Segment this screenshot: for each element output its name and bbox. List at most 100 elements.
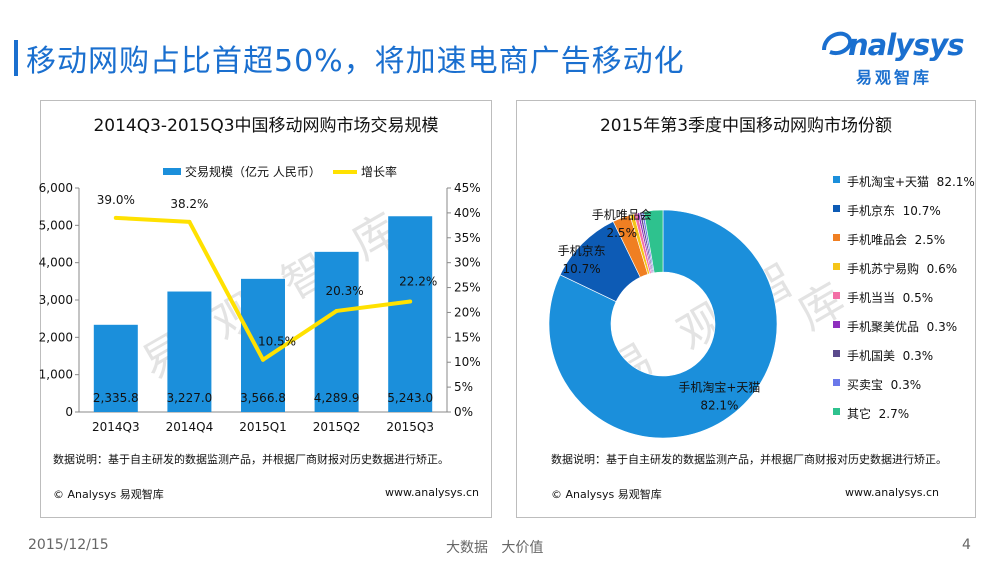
growth-rate-label: 38.2% [170, 197, 208, 211]
legend-label: 手机当当 0.5% [847, 291, 934, 305]
y-tick-label-right: 15% [454, 330, 481, 344]
logo-subtitle: 易观智库 [856, 68, 933, 87]
bar-2015Q1 [241, 278, 285, 412]
legend-item: 买卖宝 0.3% [833, 376, 973, 405]
bar-chart-title: 2014Q3-2015Q3中国移动网购市场交易规模 [93, 116, 439, 136]
bar-2015Q3 [388, 216, 433, 412]
donut-chart-panel: 2015年第3季度中国移动网购市场份额 易 观 智 库 手机淘宝+天猫82.1%… [516, 100, 976, 518]
donut-chart: 手机淘宝+天猫 82.1% 手机京东 10.7% 手机唯品会 2.5% [548, 208, 778, 439]
copyright: © Analysys 易观智库 [551, 488, 662, 501]
bar-value-label: 5,243.0 [387, 391, 433, 405]
legend-swatch [833, 176, 840, 183]
legend-swatch [833, 379, 840, 386]
legend-item: 手机苏宁易购 0.6% [833, 260, 973, 289]
slice-value-label: 10.7% [563, 262, 601, 276]
website-link[interactable]: www.analysys.cn [385, 486, 479, 499]
bar-2014Q3 [93, 324, 138, 412]
bar-value-label: 3,227.0 [166, 391, 212, 405]
page-title: 移动网购占比首超50%，将加速电商广告移动化 [26, 44, 685, 79]
data-note: 数据说明：基于自主研发的数据监测产品，并根据厂商财报对历史数据进行矫正。 [53, 453, 449, 466]
growth-rate-label: 22.2% [399, 274, 437, 288]
y-tick-label-right: 40% [454, 206, 481, 220]
legend-label: 买卖宝 0.3% [847, 378, 922, 392]
legend-bar-swatch [163, 168, 181, 175]
slice-value-label: 82.1% [700, 399, 738, 413]
title-accent-bar [14, 40, 18, 76]
legend-item: 手机京东 10.7% [833, 202, 973, 231]
growth-rate-label: 10.5% [258, 335, 296, 349]
legend-swatch [833, 408, 840, 415]
bar-line-chart: 交易规模（亿元 人民币） 增长率 0 1,000 2,000 3,000 4,000 5,00… [39, 164, 481, 434]
y-tick-label-left: 3,000 [39, 293, 73, 307]
legend-item: 手机国美 0.3% [833, 347, 973, 376]
y-tick-label-left: 6,000 [39, 181, 73, 195]
legend-bar-label: 交易规模（亿元 人民币） [185, 164, 321, 179]
bar-value-label: 2,335.8 [93, 391, 139, 405]
bar-value-label: 4,289.9 [314, 391, 360, 405]
slice-name-label: 手机京东 [558, 244, 606, 258]
y-tick-label-right: 0% [454, 405, 473, 419]
slice-手机淘宝+天猫 [548, 209, 778, 439]
logo-swoosh-icon [822, 31, 853, 55]
bar-2015Q2 [314, 251, 359, 412]
legend-swatch [833, 234, 840, 241]
bar-chart-panel: 2014Q3-2015Q3中国移动网购市场交易规模 易 观 智 库 交易规模（亿… [39, 100, 492, 518]
growth-rate-point [408, 299, 413, 304]
x-tick-label: 2014Q3 [92, 420, 140, 434]
y-tick-label-right: 35% [454, 231, 481, 245]
donut-legend: 手机淘宝+天猫 82.1% 手机京东 10.7% 手机唯品会 2.5% 手机苏宁易购 … [833, 173, 975, 434]
legend-label: 手机京东 10.7% [847, 204, 941, 218]
legend-line-label: 增长率 [361, 164, 397, 179]
legend-label: 手机苏宁易购 0.6% [847, 262, 958, 276]
legend-label: 手机国美 0.3% [847, 349, 934, 363]
x-tick-label: 2015Q2 [313, 420, 361, 434]
analysys-logo: nalysys 易观智库 [822, 28, 976, 88]
slogan: 大数据 大价值 [446, 540, 544, 556]
y-tick-label-right: 5% [454, 380, 473, 394]
y-tick-label-left: 1,000 [39, 368, 73, 382]
bar-value-label: 3,566.8 [240, 391, 286, 405]
data-note: 数据说明：基于自主研发的数据监测产品，并根据厂商财报对历史数据进行矫正。 [551, 453, 947, 466]
bar-2014Q4 [167, 291, 212, 412]
y-tick-label-right: 10% [454, 355, 481, 369]
legend-label: 其它 2.7% [847, 407, 910, 421]
y-tick-label-right: 30% [454, 256, 481, 270]
growth-rate-point [261, 357, 265, 362]
slice-name-label: 手机唯品会 [592, 208, 652, 222]
x-tick-label: 2014Q4 [166, 420, 214, 434]
legend-item: 手机唯品会 2.5% [833, 231, 973, 260]
growth-rate-point [334, 308, 339, 313]
legend-label: 手机唯品会 2.5% [847, 233, 946, 247]
website-link[interactable]: www.analysys.cn [845, 486, 939, 499]
growth-rate-label: 20.3% [326, 284, 364, 298]
y-tick-label-right: 25% [454, 281, 481, 295]
y-tick-label-left: 2,000 [39, 330, 73, 344]
report-date: 2015/12/15 [28, 537, 109, 553]
legend-swatch [833, 292, 840, 299]
donut-chart-title: 2015年第3季度中国移动网购市场份额 [599, 116, 893, 136]
slice-name-label: 手机淘宝+天猫 [678, 381, 760, 395]
y-tick-label-right: 45% [454, 181, 481, 195]
slice-其它 [643, 209, 664, 274]
legend-swatch [833, 263, 840, 270]
growth-rate-point [187, 219, 192, 224]
growth-rate-point [113, 215, 118, 220]
growth-rate-label: 39.0% [97, 193, 135, 207]
logo-wordmark: nalysys [848, 28, 964, 62]
legend-item: 手机当当 0.5% [833, 289, 973, 318]
legend-label: 手机淘宝+天猫 82.1% [847, 175, 975, 189]
legend-swatch [833, 205, 840, 212]
legend-item: 手机聚美优品 0.3% [833, 318, 973, 347]
y-tick-label-left: 5,000 [39, 218, 73, 232]
legend-item: 其它 2.7% [833, 405, 973, 434]
legend-swatch [833, 321, 840, 328]
y-tick-label-left: 4,000 [39, 256, 73, 270]
legend-swatch [833, 350, 840, 357]
x-tick-label: 2015Q3 [386, 420, 434, 434]
legend-item: 手机淘宝+天猫 82.1% [833, 173, 975, 202]
legend-label: 手机聚美优品 0.3% [847, 320, 958, 334]
page-number: 4 [962, 537, 971, 553]
x-tick-label: 2015Q1 [239, 420, 287, 434]
y-tick-label-right: 20% [454, 305, 481, 319]
slice-value-label: 2.5% [606, 226, 637, 240]
